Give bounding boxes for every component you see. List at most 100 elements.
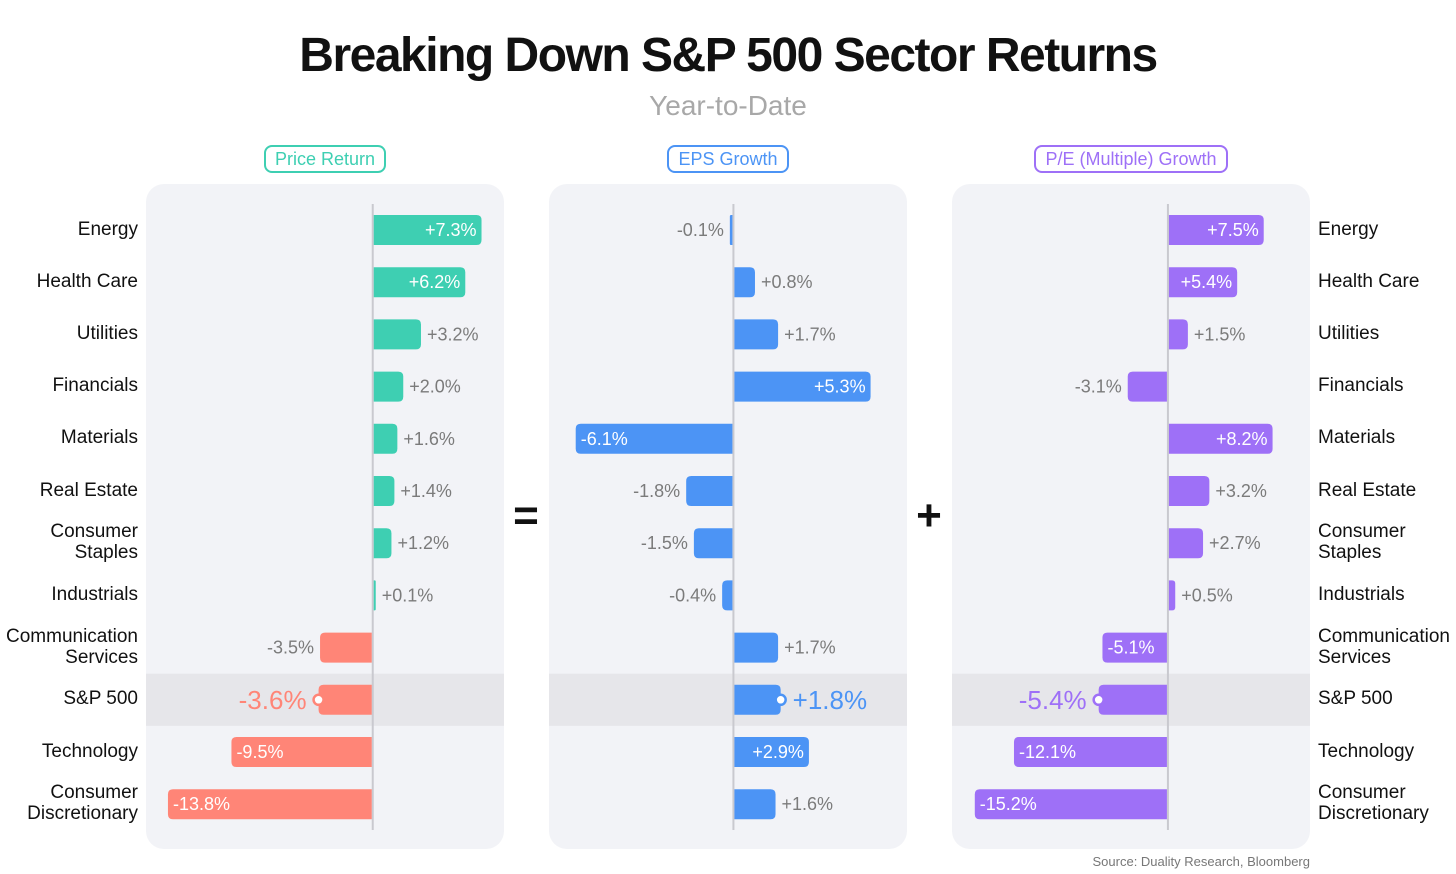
category-label-materials: Materials	[61, 427, 138, 448]
category-label-line: Real Estate	[39, 479, 138, 501]
price-return-panel: +7.3% +6.2% +3.2% +2.0% +1.6% +1.4% +1.2% +0.1%…	[146, 184, 504, 849]
category-label-health-care: Health Care	[1318, 271, 1419, 292]
eps-growth-chart: -0.1% +0.8% +1.7% +5.3% -6.1% -1.8% -1.5% -0.4%…	[549, 204, 907, 830]
bar-value-label: +1.4%	[400, 481, 452, 501]
bar-materials	[373, 423, 398, 454]
bar-technology	[734, 737, 809, 767]
price-return-pill: Price Return	[263, 145, 387, 173]
bar-value-label: +7.5%	[1207, 220, 1259, 240]
category-label-line: Communication	[6, 625, 138, 647]
pe-growth-pill: P/E (Multiple) Growth	[1034, 145, 1228, 173]
category-label-line: Utilities	[76, 322, 138, 344]
category-label-line: Consumer	[1318, 782, 1406, 804]
category-label-line: Materials	[1318, 427, 1396, 449]
pe-growth-chart: +7.5% +5.4% +1.5% -3.1% +8.2% +3.2% +2.7% +0.5%…	[952, 204, 1310, 830]
bar-value-label: +0.5%	[1181, 585, 1233, 605]
eps-growth-panel: -0.1% +0.8% +1.7% +5.3% -6.1% -1.8% -1.5% -0.4%…	[549, 184, 907, 849]
bar-health-care	[734, 267, 755, 298]
bar-value-label: -3.5%	[267, 638, 314, 658]
category-label-line: Discretionary	[27, 803, 138, 825]
category-label-line: Materials	[60, 427, 138, 449]
category-label-line: Energy	[77, 218, 138, 240]
bar-industrials	[722, 580, 733, 611]
bar-materials	[1168, 423, 1273, 454]
category-label-communication-services: Communication Services	[6, 626, 138, 668]
category-label-energy: Energy	[1318, 219, 1378, 240]
category-label-line: Consumer	[50, 782, 138, 804]
bar-energy	[1168, 215, 1264, 245]
category-label-utilities: Utilities	[77, 323, 138, 344]
sp500-marker	[312, 693, 325, 707]
category-label-consumer-staples: Consumer Staples	[50, 521, 138, 563]
bar-communication-services	[734, 632, 779, 663]
bar-value-label: -6.1%	[581, 429, 628, 449]
category-label-line: Energy	[1318, 218, 1379, 240]
chart-subtitle: Year-to-Date	[649, 90, 807, 121]
bar-value-label: -15.2%	[980, 794, 1037, 814]
bar-sandp-500	[318, 684, 372, 715]
bar-value-label: +0.1%	[382, 585, 434, 605]
category-label-communication-services: Communication Services	[1318, 626, 1450, 668]
bar-technology	[231, 737, 372, 767]
source-note: Source: Duality Research, Bloomberg	[1092, 854, 1311, 869]
category-label-line: Health Care	[1318, 270, 1420, 292]
sp500-highlight-band	[549, 673, 907, 726]
bar-utilities	[373, 319, 421, 350]
bar-utilities	[1168, 319, 1188, 350]
bar-consumer-staples	[693, 528, 733, 559]
bar-sandp-500	[734, 684, 781, 715]
bar-value-label: -5.4%	[1019, 685, 1087, 715]
bar-consumer-discretionary	[167, 789, 372, 820]
bar-value-label: +2.7%	[1209, 533, 1261, 553]
bar-value-label: +5.4%	[1181, 272, 1233, 292]
category-label-line: Technology	[41, 740, 138, 762]
category-label-line: Consumer	[1318, 521, 1406, 543]
category-label-financials: Financials	[1318, 375, 1404, 396]
bar-communication-services	[1102, 632, 1167, 663]
category-label-sandp-500: S&P 500	[1318, 688, 1393, 709]
category-label-line: Staples	[74, 542, 138, 564]
category-label-technology: Technology	[42, 741, 138, 762]
category-label-line: Utilities	[1318, 322, 1380, 344]
category-label-line: Staples	[1318, 542, 1382, 564]
category-label-line: Real Estate	[1318, 479, 1417, 501]
category-label-line: S&P 500	[63, 688, 138, 710]
bar-financials	[1127, 371, 1167, 402]
bar-real-estate	[1168, 476, 1210, 506]
category-label-technology: Technology	[1318, 741, 1414, 762]
chart-title: Breaking Down S&P 500 Sector Returns	[299, 29, 1158, 82]
bar-industrials	[1168, 580, 1176, 611]
eps-growth-pill: EPS Growth	[667, 145, 789, 173]
sp500-marker	[1092, 693, 1105, 707]
bar-value-label: +1.5%	[1194, 324, 1246, 344]
bar-value-label: +8.2%	[1216, 429, 1268, 449]
category-label-real-estate: Real Estate	[40, 480, 138, 501]
bar-communication-services	[320, 632, 372, 663]
pe-growth-panel: +7.5% +5.4% +1.5% -3.1% +8.2% +3.2% +2.7% +0.5%…	[952, 184, 1310, 849]
category-label-line: S&P 500	[1318, 688, 1393, 710]
category-label-consumer-discretionary: Consumer Discretionary	[27, 782, 138, 824]
bar-real-estate	[686, 476, 733, 506]
bar-value-label: +7.3%	[425, 220, 477, 240]
bar-technology	[1013, 737, 1167, 767]
category-label-sandp-500: S&P 500	[63, 688, 138, 709]
bar-value-label: +1.6%	[782, 794, 834, 814]
bar-energy	[373, 215, 482, 245]
bar-value-label: +5.3%	[814, 377, 866, 397]
bar-value-label: -1.8%	[633, 481, 680, 501]
bar-value-label: -13.8%	[173, 794, 230, 814]
bar-energy	[729, 215, 733, 245]
bar-consumer-discretionary	[974, 789, 1167, 820]
equals-sign: =	[513, 491, 539, 540]
bar-materials	[575, 423, 733, 454]
bar-value-label: +2.9%	[752, 742, 804, 762]
category-label-health-care: Health Care	[37, 271, 138, 292]
bar-consumer-staples	[373, 528, 392, 559]
bar-value-label: +1.6%	[403, 429, 455, 449]
category-label-line: Financials	[52, 375, 138, 397]
bar-consumer-staples	[1168, 528, 1204, 559]
category-label-utilities: Utilities	[1318, 323, 1379, 344]
bar-consumer-discretionary	[734, 789, 776, 820]
category-label-industrials: Industrials	[1318, 584, 1405, 605]
bar-value-label: -0.4%	[669, 585, 716, 605]
